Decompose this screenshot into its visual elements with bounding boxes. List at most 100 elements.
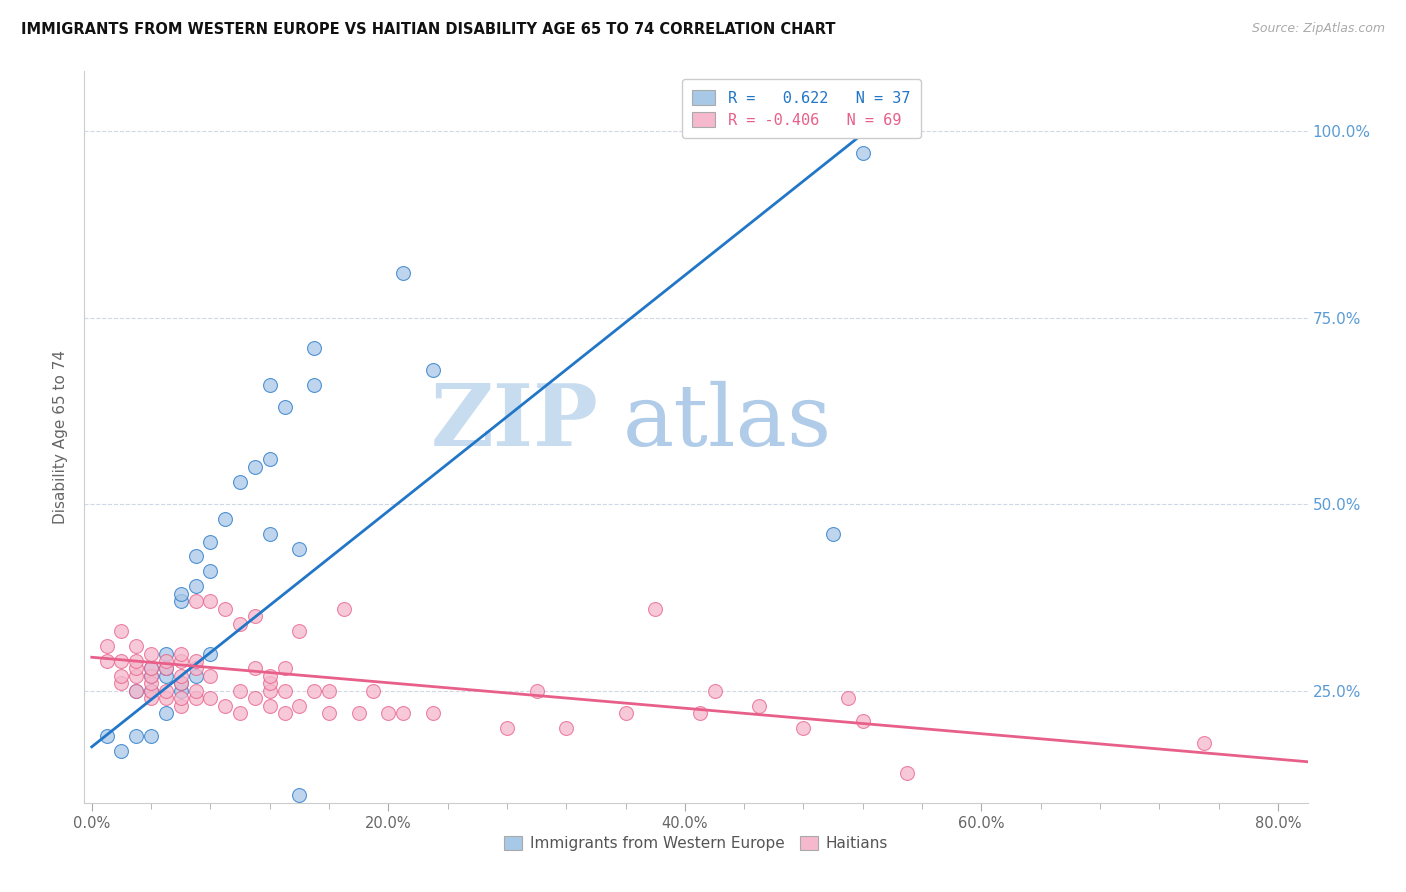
Point — [110, 669, 132, 683]
Point — [125, 683, 148, 698]
Point — [155, 654, 177, 668]
Point — [229, 475, 252, 489]
Point — [302, 377, 325, 392]
Point — [184, 654, 207, 668]
Point — [200, 534, 222, 549]
Point — [96, 729, 118, 743]
Point — [823, 527, 845, 541]
Point — [689, 706, 711, 721]
Point — [96, 639, 118, 653]
Point — [139, 661, 162, 675]
Point — [125, 683, 148, 698]
Point — [170, 587, 193, 601]
Point — [273, 683, 295, 698]
Point — [200, 594, 222, 608]
Point — [229, 683, 252, 698]
Point — [96, 654, 118, 668]
Point — [377, 706, 399, 721]
Point — [155, 647, 177, 661]
Point — [125, 729, 148, 743]
Point — [139, 683, 162, 698]
Point — [139, 683, 162, 698]
Point — [243, 661, 266, 675]
Point — [229, 706, 252, 721]
Point — [229, 616, 252, 631]
Point — [302, 683, 325, 698]
Point — [214, 601, 236, 615]
Point — [139, 691, 162, 706]
Point — [703, 683, 725, 698]
Point — [392, 266, 415, 280]
Point — [392, 706, 415, 721]
Point — [200, 691, 222, 706]
Point — [170, 594, 193, 608]
Point — [288, 698, 311, 713]
Text: IMMIGRANTS FROM WESTERN EUROPE VS HAITIAN DISABILITY AGE 65 TO 74 CORRELATION CH: IMMIGRANTS FROM WESTERN EUROPE VS HAITIA… — [21, 22, 835, 37]
Point — [273, 661, 295, 675]
Point — [110, 743, 132, 757]
Point — [139, 676, 162, 690]
Point — [318, 706, 340, 721]
Point — [170, 669, 193, 683]
Point — [110, 624, 132, 639]
Point — [243, 609, 266, 624]
Point — [288, 624, 311, 639]
Point — [155, 661, 177, 675]
Point — [748, 698, 770, 713]
Point — [139, 729, 162, 743]
Point — [155, 706, 177, 721]
Point — [184, 691, 207, 706]
Point — [288, 542, 311, 557]
Point — [170, 691, 193, 706]
Point — [155, 691, 177, 706]
Point — [496, 721, 519, 735]
Point — [852, 714, 875, 728]
Point — [259, 676, 281, 690]
Point — [139, 669, 162, 683]
Text: Source: ZipAtlas.com: Source: ZipAtlas.com — [1251, 22, 1385, 36]
Point — [125, 669, 148, 683]
Point — [259, 683, 281, 698]
Point — [288, 789, 311, 803]
Point — [170, 683, 193, 698]
Point — [259, 669, 281, 683]
Point — [347, 706, 370, 721]
Point — [1192, 736, 1215, 750]
Point — [896, 766, 918, 780]
Point — [526, 683, 548, 698]
Point — [837, 691, 859, 706]
Point — [155, 683, 177, 698]
Point — [110, 676, 132, 690]
Point — [184, 669, 207, 683]
Point — [155, 661, 177, 675]
Point — [259, 527, 281, 541]
Point — [302, 341, 325, 355]
Point — [139, 669, 162, 683]
Point — [170, 647, 193, 661]
Point — [184, 549, 207, 564]
Point — [243, 691, 266, 706]
Point — [614, 706, 637, 721]
Point — [792, 721, 814, 735]
Point — [139, 647, 162, 661]
Point — [125, 639, 148, 653]
Text: ZIP: ZIP — [430, 381, 598, 465]
Point — [200, 647, 222, 661]
Point — [125, 654, 148, 668]
Point — [273, 401, 295, 415]
Point — [170, 676, 193, 690]
Point — [259, 377, 281, 392]
Point — [852, 146, 875, 161]
Point — [184, 579, 207, 593]
Point — [125, 661, 148, 675]
Point — [243, 459, 266, 474]
Point — [363, 683, 385, 698]
Point — [273, 706, 295, 721]
Point — [170, 698, 193, 713]
Point — [184, 594, 207, 608]
Legend: Immigrants from Western Europe, Haitians: Immigrants from Western Europe, Haitians — [498, 830, 894, 857]
Point — [422, 706, 444, 721]
Point — [139, 661, 162, 675]
Point — [259, 698, 281, 713]
Point — [259, 452, 281, 467]
